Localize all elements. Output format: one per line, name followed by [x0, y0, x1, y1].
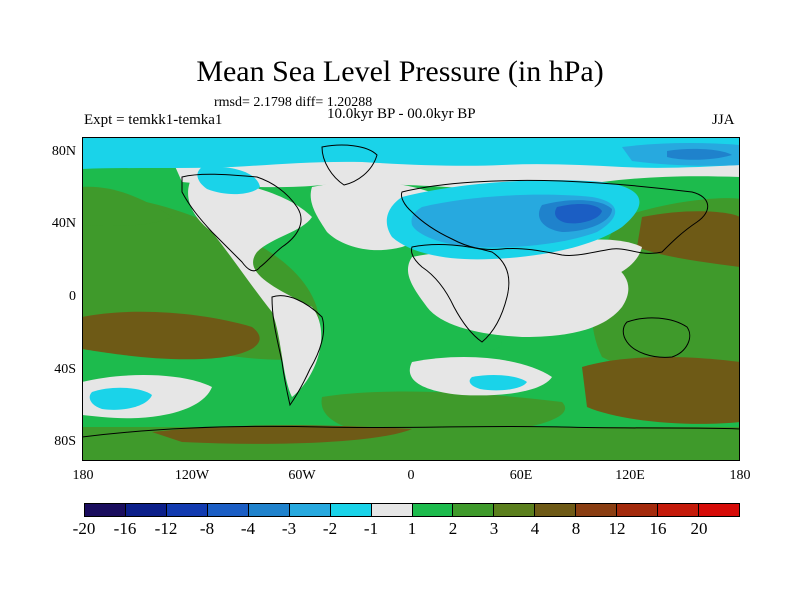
colorbar-label: 2: [448, 519, 458, 538]
colorbar-label: -12: [154, 519, 178, 538]
lat-label-40n: 40N: [51, 216, 76, 231]
colorbar-swatch: [125, 504, 167, 516]
field-neutral-americas: [188, 177, 322, 397]
field-deepblue-central-asia: [555, 203, 602, 224]
colorbar: [84, 503, 740, 517]
period-label: 10.0kyr BP - 00.0kyr BP: [327, 106, 476, 122]
colorbar-swatch: [85, 504, 126, 516]
colorbar-label: -4: [240, 519, 256, 538]
colorbar-label: 8: [571, 519, 581, 538]
colorbar-swatch: [617, 504, 659, 516]
colorbar-swatch: [494, 504, 536, 516]
colorbar-swatch: [207, 504, 249, 516]
field-olive-south-atlantic: [321, 391, 566, 437]
field-cyan-south-atlantic: [469, 374, 527, 391]
field-olive-north-pacific: [82, 186, 172, 227]
colorbar-swatch: [576, 504, 618, 516]
lon-label-60e: 60E: [509, 468, 533, 483]
coast-south-america: [271, 295, 325, 407]
field-blue-arctic: [667, 148, 732, 160]
colorbar-label: -16: [113, 519, 137, 538]
colorbar-label: -2: [322, 519, 338, 538]
coastlines: [82, 144, 740, 438]
field-neutral-india: [541, 239, 642, 282]
lon-label-0: 0: [407, 468, 415, 483]
field-green-south-africa: [482, 335, 502, 350]
lon-label-60w: 60W: [288, 468, 316, 483]
colorbar-label: -8: [199, 519, 215, 538]
lat-label-80n: 80N: [51, 144, 76, 159]
colorbar-swatch: [535, 504, 577, 516]
stats-label: rmsd= 2.1798 diff= 1.20288: [214, 95, 373, 110]
coast-greenland: [321, 144, 378, 186]
pressure-map: [82, 137, 740, 461]
colorbar-label: 1: [407, 519, 417, 538]
field-brown-australia: [582, 357, 740, 424]
field-brown-pacific: [82, 311, 260, 360]
coast-australia: [622, 317, 691, 358]
colorbar-label: 16: [649, 519, 667, 538]
season-label: JJA: [712, 112, 735, 128]
field-brown-asia-pacific: [637, 211, 740, 267]
coast-eurasia: [401, 179, 709, 256]
colorbar-label: 12: [608, 519, 626, 538]
lon-label-180w: 180: [72, 468, 94, 483]
colorbar-swatch: [412, 504, 454, 516]
colorbar-label: -3: [281, 519, 297, 538]
colorbar-label: -20: [72, 519, 96, 538]
chart-title: Mean Sea Level Pressure (in hPa): [196, 55, 604, 88]
colorbar-swatch: [371, 504, 413, 516]
colorbar-swatch: [699, 504, 739, 516]
field-cyan-south-pacific: [89, 387, 152, 410]
colorbar-label: 3: [489, 519, 499, 538]
colorbar-label: 4: [530, 519, 540, 538]
colorbar-label: 20: [690, 519, 708, 538]
colorbar-swatch: [658, 504, 700, 516]
lon-label-180e: 180: [729, 468, 751, 483]
coast-north-america: [181, 173, 302, 272]
colorbar-swatch: [330, 504, 372, 516]
colorbar-swatch: [453, 504, 495, 516]
colorbar-swatch: [289, 504, 331, 516]
colorbar-label: -1: [363, 519, 379, 538]
field-brown-antarctic: [152, 425, 412, 444]
colorbar-swatch: [248, 504, 290, 516]
experiment-label: Expt = temkk1-temka1: [84, 112, 223, 128]
lon-label-120e: 120E: [615, 468, 645, 483]
field-cyan-greenland-patch: [197, 166, 260, 195]
field-cyan-arctic: [82, 137, 740, 169]
colorbar-swatch: [166, 504, 208, 516]
lat-label-40s: 40S: [54, 362, 76, 377]
coast-antarctica: [82, 425, 740, 438]
lat-label-80s: 80S: [54, 434, 76, 449]
map-frame: [82, 137, 740, 461]
coast-africa: [411, 244, 510, 343]
lon-label-120w: 120W: [174, 468, 210, 483]
lat-label-0: 0: [69, 289, 76, 304]
